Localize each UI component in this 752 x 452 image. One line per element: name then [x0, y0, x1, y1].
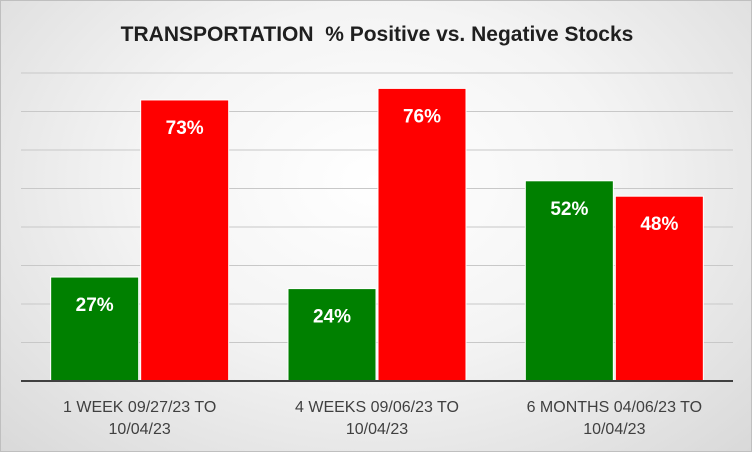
x-tick-label: 4 WEEKS 09/06/23 TO: [295, 399, 459, 416]
bar-negative: [614, 195, 704, 382]
gridlines: [21, 72, 733, 343]
data-label: 73%: [166, 118, 204, 139]
data-label: 48%: [640, 214, 678, 235]
data-label: 27%: [76, 295, 114, 316]
data-label: 24%: [313, 307, 351, 328]
bar-positive: [287, 288, 377, 382]
x-tick-label: 10/04/23: [346, 421, 408, 438]
chart-title: TRANSPORTATION % Positive vs. Negative S…: [121, 23, 634, 46]
x-tick-label: 6 MONTHS 04/06/23 TO: [527, 399, 702, 416]
x-tick-label: 10/04/23: [583, 421, 645, 438]
data-labels: 27% 73% 24% 76% 52% 48%: [76, 106, 679, 327]
data-label: 52%: [550, 199, 588, 220]
bar-negative: [377, 87, 467, 382]
x-tick-label: 10/04/23: [109, 421, 171, 438]
x-tick-label: 1 WEEK 09/27/23 TO: [63, 399, 216, 416]
x-axis-labels: 1 WEEK 09/27/23 TO 10/04/23 4 WEEKS 09/06/…: [63, 399, 702, 438]
data-label: 76%: [403, 106, 441, 127]
bar-negative: [140, 99, 230, 382]
bars: [50, 87, 704, 382]
bar-positive: [524, 180, 614, 382]
bar-positive: [50, 276, 140, 382]
